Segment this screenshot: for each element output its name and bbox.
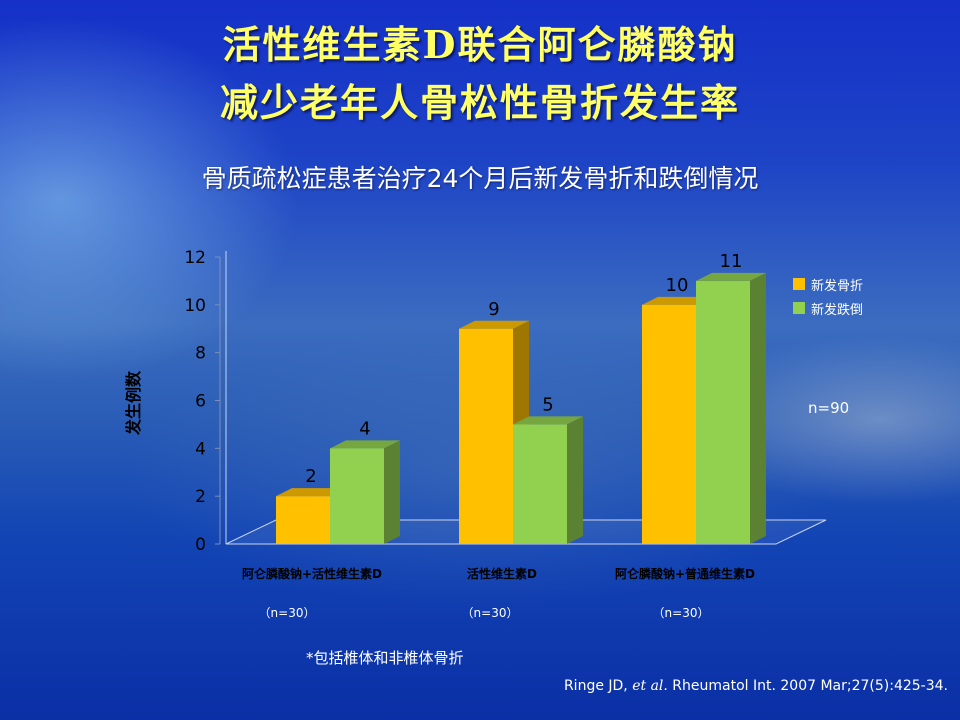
- y-tick-label: 12: [184, 248, 206, 268]
- bar-value-label: 2: [305, 466, 316, 487]
- chart-legend: 新发骨折 新发跌倒: [793, 272, 863, 320]
- y-tick-label: 6: [195, 392, 206, 412]
- chart-canvas: 0 2 4 6 8 10 12 2 9 10 4 5 11 阿仑膦酸钠+活性维生素D 活性维生素D 阿仑膦酸钠…: [184, 248, 827, 581]
- bar: [276, 496, 330, 544]
- y-tick-label: 10: [184, 296, 206, 316]
- bar-side: [384, 440, 400, 544]
- y-axis-label: 发生例数: [124, 370, 143, 436]
- y-tick-label: 8: [195, 344, 206, 364]
- bar-value-label: 10: [666, 275, 689, 296]
- legend-item-fall: 新发跌倒: [793, 296, 863, 320]
- x-tick-label: 阿仑膦酸钠+普通维生素D: [615, 566, 755, 581]
- group-count-3: （n=30）: [652, 606, 710, 620]
- bar-top: [276, 488, 346, 497]
- bar-top: [513, 416, 583, 425]
- bar-value-label: 11: [720, 251, 743, 272]
- legend-swatch-fall: [793, 302, 805, 314]
- citation-etal: et al.: [632, 678, 668, 694]
- citation-author: Ringe JD,: [563, 678, 633, 694]
- bar-top: [696, 272, 766, 281]
- bar-value-label: 4: [359, 418, 370, 439]
- slide-title-line1: 活性维生素D联合阿仑膦酸钠: [222, 22, 738, 67]
- bar: [330, 448, 384, 544]
- bar-value-label: 5: [542, 394, 553, 415]
- total-sample-size: n=90: [808, 399, 850, 417]
- bar: [459, 328, 513, 544]
- y-tick-label: 0: [195, 535, 206, 555]
- y-tick-label: 2: [195, 487, 206, 507]
- x-tick-label: 活性维生素D: [467, 566, 537, 581]
- citation-rest: Rheumatol Int. 2007 Mar;27(5):425-34.: [667, 678, 948, 694]
- y-tick-label: 4: [195, 439, 206, 459]
- bar: [696, 280, 750, 544]
- bar: [642, 304, 696, 544]
- group-count-1: （n=30）: [258, 606, 316, 620]
- bar-side: [750, 272, 766, 544]
- legend-item-fracture: 新发骨折: [793, 272, 863, 296]
- bar-value-label: 9: [488, 299, 499, 320]
- bar: [513, 424, 567, 544]
- bar-top: [330, 440, 400, 449]
- legend-swatch-fracture: [793, 278, 805, 290]
- legend-label-fracture: 新发骨折: [811, 278, 864, 294]
- footnote: *包括椎体和非椎体骨折: [306, 649, 464, 667]
- bar-chart: 0 2 4 6 8 10 12 2 9 10 4 5 11 阿仑膦酸钠+活性维生素D 活性维生素D 阿仑膦酸钠…: [150, 242, 940, 592]
- bar-side: [567, 416, 583, 544]
- slide-subtitle: 骨质疏松症患者治疗24个月后新发骨折和跌倒情况: [201, 164, 759, 193]
- bar-top: [642, 296, 712, 305]
- slide-title-line2: 减少老年人骨松性骨折发生率: [219, 80, 740, 125]
- legend-label-fall: 新发跌倒: [811, 302, 864, 318]
- group-count-2: （n=30）: [461, 606, 519, 620]
- x-tick-label: 阿仑膦酸钠+活性维生素D: [242, 566, 382, 581]
- citation: Ringe JD, et al. Rheumatol Int. 2007 Mar…: [564, 678, 948, 694]
- bar-top: [459, 320, 529, 329]
